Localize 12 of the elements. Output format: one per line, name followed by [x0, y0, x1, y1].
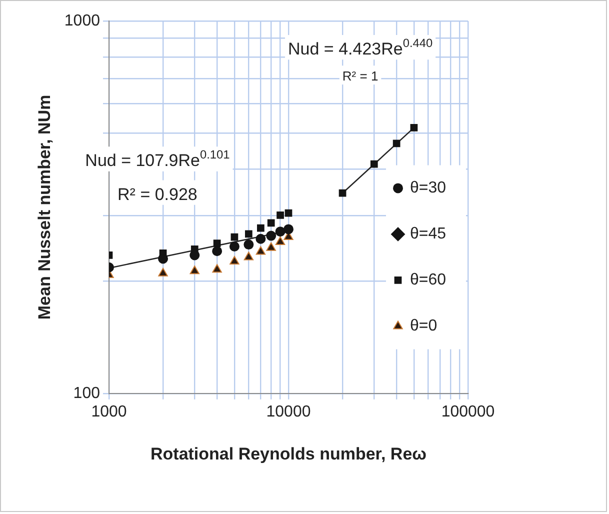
annotation: R² = 1 [342, 68, 378, 84]
y-axis-title: Mean Nusselt number, NUm [34, 94, 54, 320]
y-tick-label: 100 [73, 384, 100, 402]
legend-label: θ=60 [410, 272, 446, 289]
x-tick-label: 100000 [441, 403, 495, 420]
x-tick-label: 10000 [266, 403, 311, 420]
legend-label: θ=30 [410, 180, 446, 197]
annotation: R² = 0.928 [118, 184, 198, 204]
x-axis-title: Rotational Reynolds number, Reω [150, 444, 427, 464]
legend-label: θ=45 [410, 226, 446, 243]
legend-label: θ=0 [410, 318, 438, 335]
x-tick-label: 1000 [91, 403, 127, 420]
